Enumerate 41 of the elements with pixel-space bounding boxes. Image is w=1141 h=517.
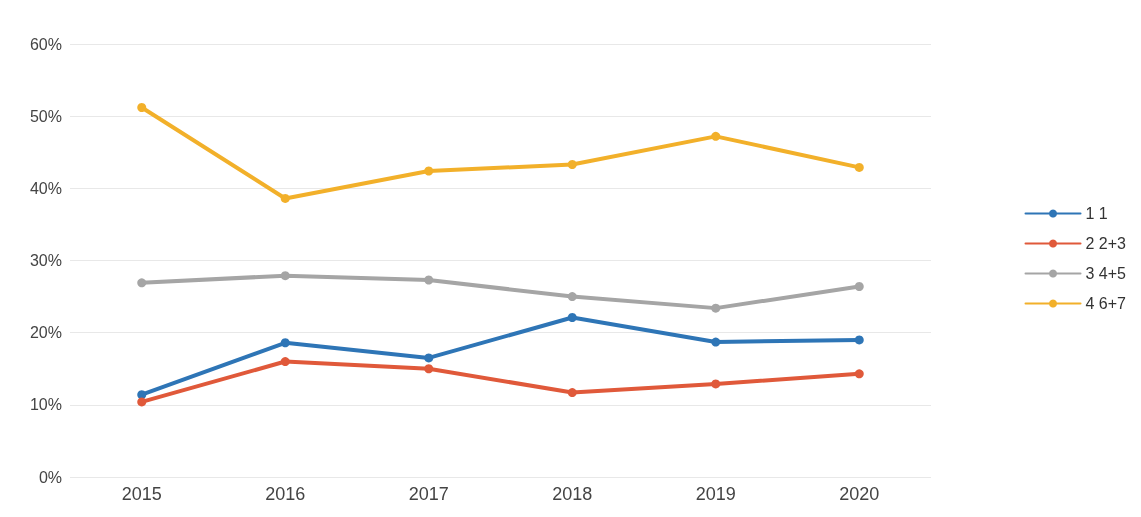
point	[854, 335, 864, 345]
x-tick-label: 2017	[408, 484, 449, 504]
point	[137, 103, 147, 112]
x-tick-label: 2016	[265, 484, 306, 504]
point	[567, 292, 577, 302]
point	[854, 281, 864, 291]
point	[280, 271, 290, 281]
x-tick-label: 2020	[839, 484, 880, 504]
y-tick-label: 50%	[29, 107, 62, 125]
x-tick-label: 2018	[552, 484, 593, 504]
point	[567, 388, 577, 398]
point	[137, 390, 147, 400]
y-tick-label: 30%	[29, 252, 62, 269]
legend-label: 4 6+7	[1085, 295, 1127, 312]
y-tick-label: 10%	[29, 396, 62, 414]
legend-label: 2 2+3	[1085, 235, 1127, 252]
point	[424, 275, 434, 285]
y-tick-label: 60%	[29, 35, 62, 53]
point	[137, 397, 147, 407]
point	[424, 166, 434, 176]
point	[711, 379, 721, 389]
point	[280, 338, 290, 348]
point	[711, 303, 721, 313]
y-tick-label: 40%	[29, 179, 62, 197]
point	[711, 131, 721, 141]
point	[567, 313, 577, 323]
point	[424, 353, 434, 363]
point	[280, 357, 290, 367]
legend-label: 1 1	[1085, 205, 1108, 222]
x-tick-label: 2015	[121, 484, 162, 504]
y-tick-label: 0%	[38, 468, 62, 486]
point	[567, 160, 577, 170]
point	[854, 369, 864, 379]
point	[711, 337, 721, 347]
point	[137, 278, 147, 288]
y-tick-label: 20%	[29, 324, 62, 342]
point	[424, 364, 434, 374]
point	[854, 162, 864, 172]
point	[280, 193, 290, 203]
legend-label: 3 4+5	[1085, 265, 1127, 282]
x-tick-label: 2019	[695, 484, 736, 504]
